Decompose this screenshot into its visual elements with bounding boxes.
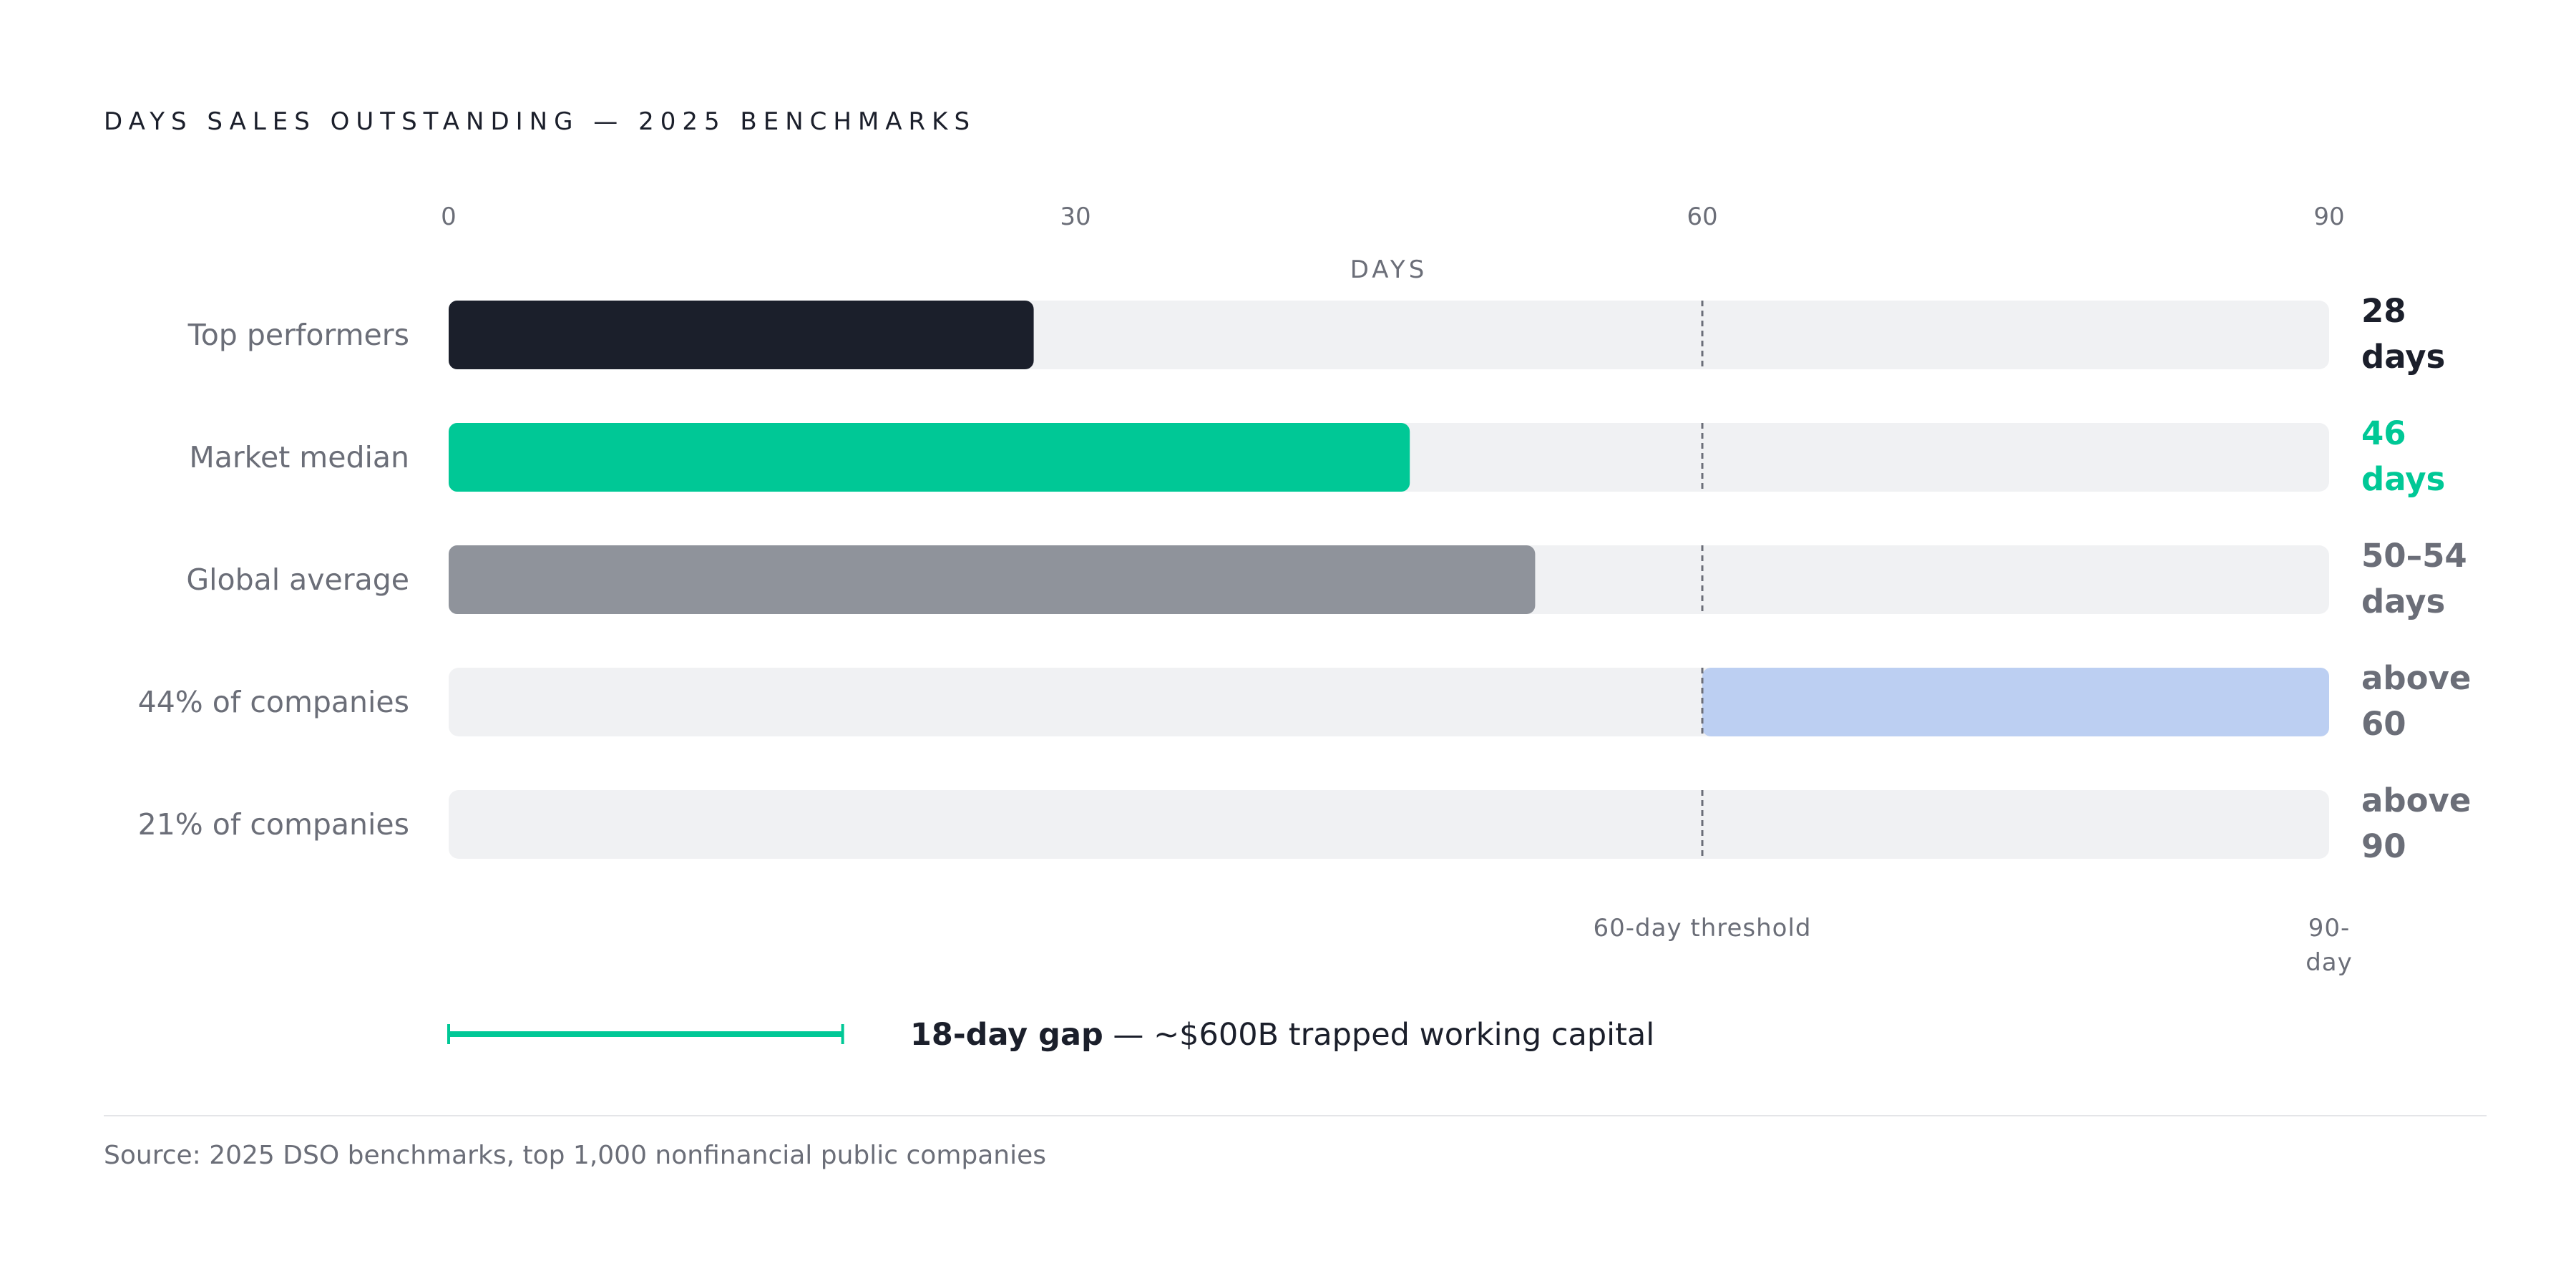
bar bbox=[1702, 668, 2329, 736]
gap-annotation: 18-day gap — ~$600B trapped working capi… bbox=[910, 1017, 1654, 1053]
category-label: 44% of companies bbox=[138, 685, 409, 719]
footer-divider bbox=[104, 1115, 2487, 1116]
category-label: Top performers bbox=[187, 318, 409, 352]
x-tick-label: 0 bbox=[441, 203, 457, 231]
category-label: 21% of companies bbox=[138, 807, 409, 842]
source-note: Source: 2025 DSO benchmarks, top 1,000 n… bbox=[104, 1141, 1047, 1170]
value-label: above 60 bbox=[2361, 659, 2471, 743]
bar bbox=[449, 423, 1410, 492]
x-tick-label: 30 bbox=[1060, 203, 1091, 231]
x-tick-label: 60 bbox=[1687, 203, 1717, 231]
category-label: Global average bbox=[186, 563, 409, 597]
bar bbox=[449, 301, 1034, 369]
end-marker-label: 90- bbox=[2308, 914, 2351, 943]
bar-track bbox=[449, 790, 2329, 859]
x-tick-label: 90 bbox=[2313, 203, 2344, 231]
bar bbox=[449, 545, 1536, 614]
value-label: above 90 bbox=[2361, 781, 2471, 865]
chart-title: DAYS SALES OUTSTANDING — 2025 BENCHMARKS bbox=[104, 107, 977, 136]
end-marker-label: day bbox=[2306, 948, 2353, 977]
value-label: 28 days bbox=[2361, 292, 2445, 376]
category-label: Market median bbox=[189, 440, 409, 474]
value-label: 46 days bbox=[2361, 414, 2445, 498]
x-axis-title: DAYS bbox=[1350, 255, 1428, 284]
value-label: 50–54 days bbox=[2361, 537, 2467, 620]
threshold-label: 60-day threshold bbox=[1594, 914, 1812, 943]
